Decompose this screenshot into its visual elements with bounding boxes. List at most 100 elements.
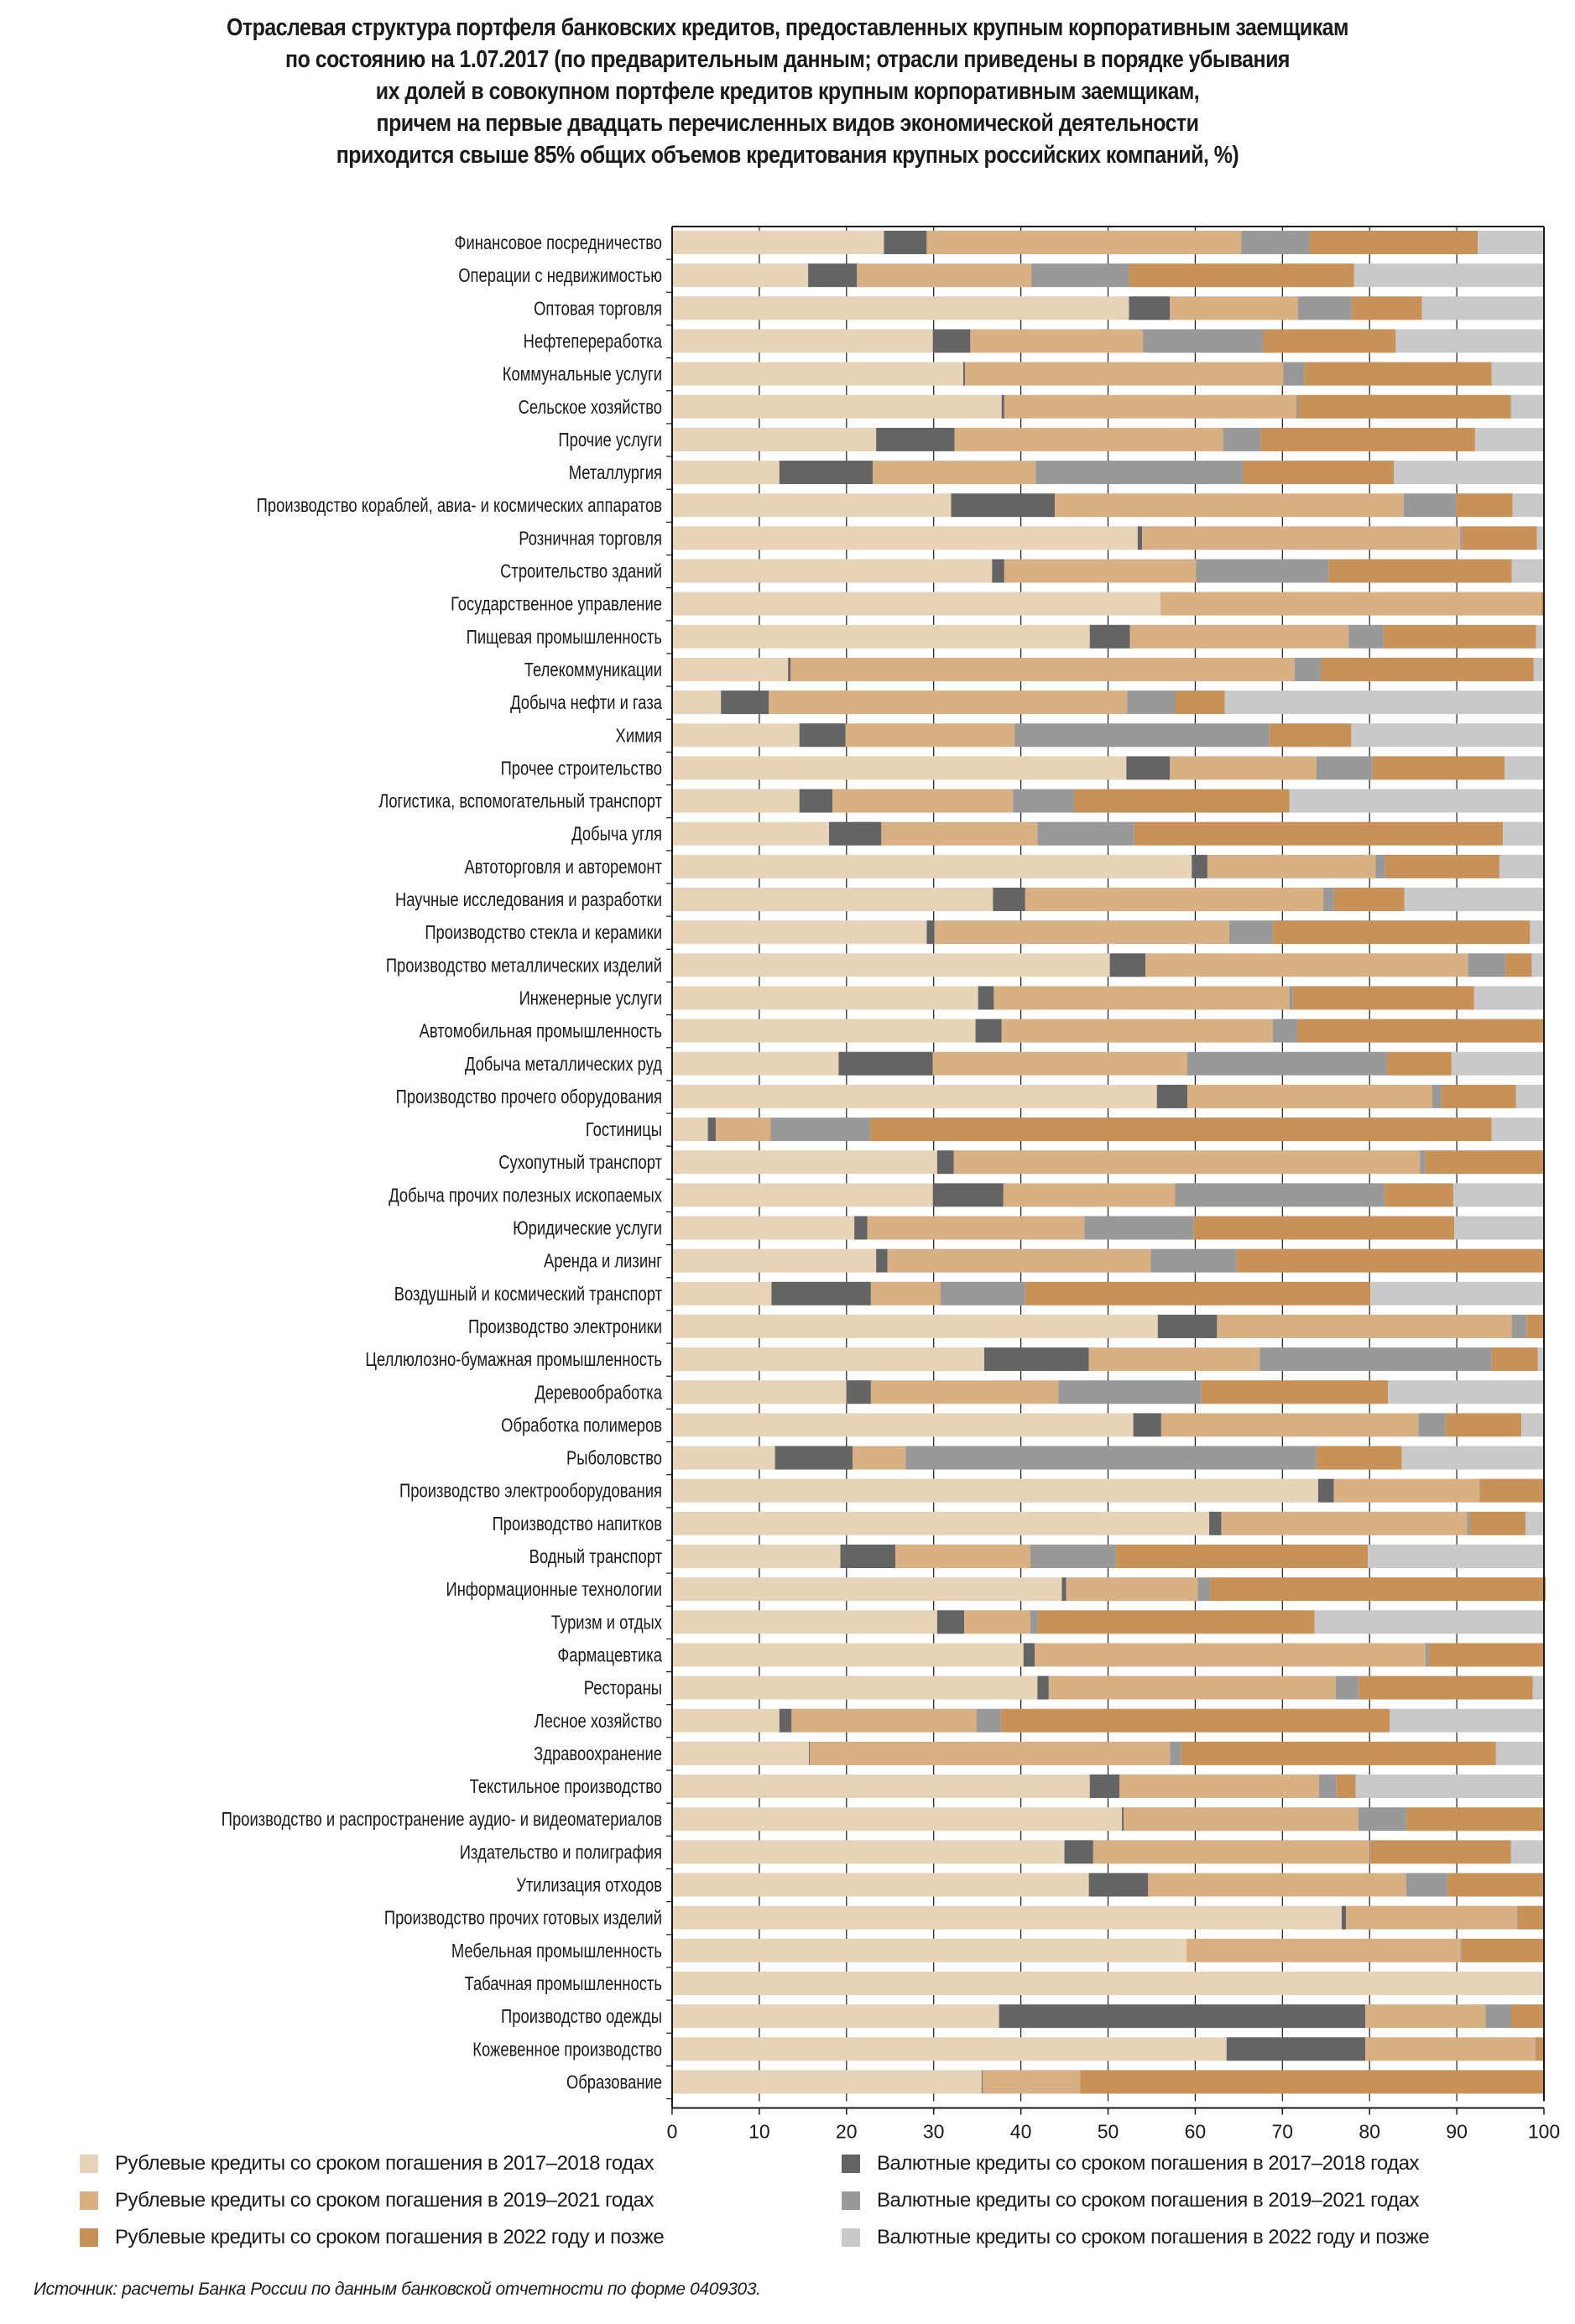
bar-segment [1037,821,1134,846]
bar-segment [941,1281,1025,1305]
category-label: Инженерные услуги [519,987,662,1008]
bar-segment [1462,526,1537,550]
bar-segment [672,591,1160,616]
bar-segment [1035,461,1244,485]
bar-segment [1221,1511,1468,1535]
bar-segment [1359,1675,1533,1700]
bar-segment [1505,953,1532,977]
bar-segment [1001,1019,1273,1043]
x-tick-label: 10 [748,2121,770,2143]
bar-segment [894,1545,1031,1568]
category-label: Строительство зданий [500,560,662,582]
category-label: Телекоммуникации [524,659,662,680]
bar-segment [1037,1610,1315,1634]
bar-segment [1283,362,1305,386]
bar-segment [963,362,966,386]
title-line: по состоянию на 1.07.2017 (по предварите… [285,46,1290,73]
bar-segment [1236,1248,1544,1273]
bar-segment [936,1610,965,1634]
bar-segment [1224,690,1544,715]
bar-segment [1129,263,1354,288]
bar-segment [1390,1708,1544,1733]
bar-segment [1445,1413,1521,1437]
bar-segment [976,1708,1001,1733]
title-line: приходится свыше 85% общих объемов креди… [336,142,1239,169]
bar-segment [672,1511,1210,1535]
bar-segment [790,657,1295,681]
bar-segment [672,1380,847,1404]
bar-segment [672,1905,1342,1930]
bar-segment [1335,1675,1359,1700]
bar-segment [1145,953,1468,977]
bar-segment [1348,624,1384,649]
legend-label: Рублевые кредиты со сроком погашения в 2… [115,2152,655,2175]
bar-segment [1314,1610,1544,1634]
bar-segment [1186,1938,1461,1962]
category-label: Фармацевтика [557,1644,662,1665]
x-tick-label: 100 [1528,2121,1560,2143]
bar-segment [1467,1511,1470,1535]
bar-segment [876,1248,888,1273]
bar-segment [1035,1643,1426,1667]
bar-segment [1263,329,1396,353]
bar-segment [1473,986,1544,1010]
bar-segment [672,2004,999,2029]
bar-segment [672,789,800,813]
bar-segment [1447,1873,1544,1897]
bar-segment [1491,1347,1538,1372]
bar-segment [1129,296,1171,320]
bar-segment [1000,1708,1390,1733]
bar-segment [672,1610,937,1634]
bar-segment [1129,624,1349,649]
bar-segment [870,1281,941,1305]
bar-segment [1181,1741,1496,1765]
bar-segment [672,1446,775,1470]
legend-item: Валютные кредиты со сроком погашения в 2… [842,2152,1420,2175]
bar-segment [1383,624,1536,649]
bar-segment [788,657,791,681]
legend-swatch [842,2191,860,2210]
bar-segment [846,1380,871,1404]
category-label: Текстильное производство [470,1775,662,1797]
bar-segment [1456,493,1513,518]
bar-segment [1223,427,1261,451]
bar-segment [672,1840,1065,1864]
bar-segment [1388,1380,1544,1404]
category-label: Водный транспорт [529,1545,663,1567]
category-label: Оптовая торговля [534,297,662,319]
bar-segment [672,1084,1157,1108]
bar-segment [672,1347,984,1372]
bar-segment [1365,2004,1486,2029]
bar-segment [1061,1577,1067,1602]
bar-segment [1499,854,1544,878]
bar-segment [975,1019,1002,1043]
bar-segment [926,231,1242,254]
bar-segment [1515,1084,1544,1108]
bar-segment [1432,1084,1442,1108]
bar-segment [672,1577,1062,1602]
category-label: Металлургия [569,461,662,483]
bar-segment [1084,1216,1194,1240]
bar-segment [1201,1380,1389,1404]
bar-segment [1030,1545,1116,1568]
legend-item: Валютные кредиты со сроком погашения в 2… [842,2189,1420,2212]
bar-segment [1485,2004,1511,2029]
bar-segment [1346,1905,1517,1930]
bar-segment [672,1216,855,1240]
bar-segment [1210,1577,1546,1602]
bar-segment [1170,1741,1181,1765]
bar-segment [672,1873,1089,1897]
bar-segment [845,723,1015,748]
category-label: Воздушный и космический транспорт [394,1283,663,1305]
bar-segment [1124,1807,1359,1832]
legend-label: Валютные кредиты со сроком погашения в 2… [877,2226,1430,2248]
bar-segment [810,1741,1171,1765]
category-label: Производство прочего оборудования [396,1086,662,1107]
bar-segment [1073,789,1290,813]
bar-segment [672,953,1110,977]
bar-segment [1532,1675,1544,1700]
bar-segment [672,394,1002,419]
bar-segment [1260,427,1475,451]
legend-item: Рублевые кредиты со сроком погашения в 2… [80,2189,655,2212]
bar-segment [1243,461,1395,485]
